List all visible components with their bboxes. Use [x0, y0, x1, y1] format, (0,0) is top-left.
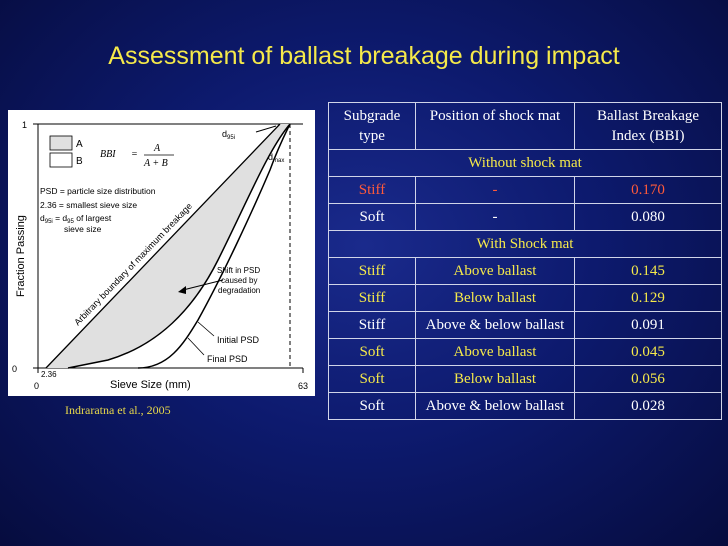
note-236: 2.36 = smallest sieve size: [40, 200, 137, 210]
shift-label-1: Shift in PSD: [217, 266, 260, 275]
boundary-line: [45, 123, 281, 369]
header-bbi: Ballast Breakage Index (BBI): [574, 102, 722, 150]
cell-subgrade: Stiff: [328, 311, 416, 339]
citation: Indraratna et al., 2005: [65, 403, 171, 417]
cell-bbi: 0.170: [574, 176, 722, 204]
cell-bbi: 0.129: [574, 284, 722, 312]
note-d95-line2: sieve size: [64, 224, 102, 234]
note-psd: PSD = particle size distribution: [40, 186, 156, 196]
table-row: Soft Below ballast 0.056: [328, 365, 722, 393]
cell-position: -: [415, 203, 575, 231]
final-psd-curve: [67, 123, 291, 369]
cell-subgrade: Stiff: [328, 176, 416, 204]
table-row: Soft Above & below ballast 0.028: [328, 392, 722, 420]
initial-psd-leader: [197, 321, 215, 337]
y-tick-top: 1: [22, 120, 27, 130]
formula-eq: =: [131, 149, 138, 160]
shift-arrow: [182, 279, 224, 291]
d95i-label: d95i: [222, 129, 235, 141]
dmax-label: dmax: [268, 152, 284, 164]
note-d95: d95i = d95 of largest: [40, 213, 112, 225]
bbi-table: Subgrade type Position of shock mat Ball…: [328, 102, 722, 420]
cell-bbi: 0.080: [574, 203, 722, 231]
header-position: Position of shock mat: [415, 102, 575, 150]
cell-subgrade: Soft: [328, 365, 416, 393]
shift-label-2: caused by: [221, 276, 257, 285]
cell-subgrade: Soft: [328, 203, 416, 231]
initial-psd-curve: [137, 123, 291, 369]
x-tick-left: 0: [34, 381, 39, 391]
y-tick-bottom: 0: [12, 364, 17, 374]
cell-bbi: 0.028: [574, 392, 722, 420]
section-with-label: With Shock mat: [328, 230, 722, 258]
slide-title: Assessment of ballast breakage during im…: [108, 42, 620, 70]
cell-subgrade: Stiff: [328, 257, 416, 285]
x-tick-236: 2.36: [41, 370, 57, 379]
cell-position: Below ballast: [415, 284, 575, 312]
cell-subgrade: Soft: [328, 392, 416, 420]
cell-position: -: [415, 176, 575, 204]
table-row: Stiff - 0.170: [328, 176, 722, 204]
bbi-diagram: A B BBI = A A + B PSD = particle size di…: [8, 110, 315, 396]
header-subgrade: Subgrade type: [328, 102, 416, 150]
cell-position: Above ballast: [415, 257, 575, 285]
cell-bbi: 0.091: [574, 311, 722, 339]
legend-a-swatch: [49, 135, 73, 151]
cell-position: Below ballast: [415, 365, 575, 393]
d95i-arrow: [255, 125, 277, 133]
section-without-label: Without shock mat: [328, 149, 722, 177]
formula-denominator: A + B: [143, 158, 168, 169]
table-row: Stiff Above ballast 0.145: [328, 257, 722, 285]
formula-numerator: A: [153, 143, 161, 154]
cell-subgrade: Stiff: [328, 284, 416, 312]
cell-position: Above ballast: [415, 338, 575, 366]
x-tick-right: 63: [298, 381, 308, 391]
bbi-diagram-svg: A B BBI = A A + B PSD = particle size di…: [12, 120, 308, 391]
final-psd-leader: [187, 337, 205, 356]
legend-b-swatch: [49, 152, 73, 168]
table-row: Stiff Below ballast 0.129: [328, 284, 722, 312]
final-psd-label: Final PSD: [207, 354, 248, 364]
cell-bbi: 0.145: [574, 257, 722, 285]
formula-lhs: BBI: [100, 149, 116, 160]
shift-label-3: degradation: [218, 286, 260, 295]
table-row: Stiff Above & below ballast 0.091: [328, 311, 722, 339]
initial-psd-label: Initial PSD: [217, 335, 260, 345]
section-row-without: Without shock mat: [328, 149, 722, 177]
legend-b-label: B: [76, 156, 83, 167]
shift-arrowhead: [178, 286, 186, 294]
table-row: Soft - 0.080: [328, 203, 722, 231]
cell-bbi: 0.045: [574, 338, 722, 366]
table-header-row: Subgrade type Position of shock mat Ball…: [328, 102, 722, 150]
section-row-with: With Shock mat: [328, 230, 722, 258]
cell-subgrade: Soft: [328, 338, 416, 366]
cell-position: Above & below ballast: [415, 392, 575, 420]
cell-position: Above & below ballast: [415, 311, 575, 339]
table-row: Soft Above ballast 0.045: [328, 338, 722, 366]
x-axis-label: Sieve Size (mm): [110, 379, 191, 391]
y-axis-label: Fraction Passing: [15, 215, 27, 297]
region-a: [46, 124, 290, 368]
legend-a-label: A: [76, 139, 83, 150]
cell-bbi: 0.056: [574, 365, 722, 393]
